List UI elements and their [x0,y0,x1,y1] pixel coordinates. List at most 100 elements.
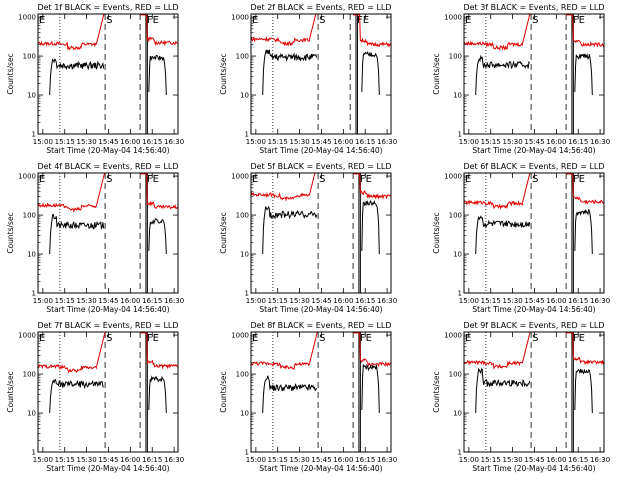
x-tick-label: 15:45 [98,138,118,146]
flare-end-flag-label: FE [357,15,369,26]
x-tick-label: 15:45 [98,297,118,305]
x-tick-label: 16:30 [164,138,184,146]
x-tick-label: 15:00 [246,456,266,464]
y-tick-label: 10 [27,410,36,418]
x-tick-label: 16:00 [120,138,140,146]
y-axis-label: Counts/sec [6,212,15,253]
lld-rate-line [250,172,319,202]
lld-rate-line [37,13,106,51]
axes-frame [463,331,605,453]
panel-title: Det 5f BLACK = Events, RED = LLD [250,162,391,171]
saa-flag-label: S [319,333,325,344]
x-tick-label: 15:30 [290,456,310,464]
saa-flag-label: S [532,174,538,185]
detector-panel-8: Det 8f BLACK = Events, RED = LLD E S FE 1 10 1… [219,321,397,473]
x-tick-label: 15:30 [290,138,310,146]
y-tick-label: 1000 [231,173,249,181]
x-tick-label: 15:00 [459,138,479,146]
x-axis-label: Start Time (20-May-04 14:56:40) [46,305,169,314]
event-rate-line [574,53,593,96]
x-tick-label: 15:45 [524,456,544,464]
y-tick-label: 100 [23,371,36,379]
x-tick-label: 15:30 [503,138,523,146]
x-tick-label: 15:15 [481,456,501,464]
y-tick-label: 1 [245,131,249,139]
axes-frame [463,172,605,294]
y-tick-label: 1 [32,131,36,139]
eclipse-flag-label: E [252,333,258,344]
event-rate-line [574,368,593,414]
detector-panel-3: Det 3f BLACK = Events, RED = LLD E S FE 1 10 1… [432,3,610,155]
lld-rate-line [37,172,106,213]
x-axis-label: Start Time (20-May-04 14:56:40) [472,464,595,473]
x-tick-label: 16:00 [120,297,140,305]
y-tick-label: 1 [458,290,462,298]
event-rate-line [475,367,531,414]
event-rate-line [148,375,167,414]
y-tick-label: 1000 [18,14,36,22]
axes-frame [250,331,392,453]
x-tick-label: 16:15 [142,297,162,305]
y-tick-label: 100 [449,212,462,220]
y-tick-label: 100 [236,371,249,379]
x-tick-label: 16:30 [164,297,184,305]
x-tick-label: 16:30 [377,297,397,305]
x-tick-label: 16:30 [164,456,184,464]
y-tick-label: 100 [236,212,249,220]
x-tick-label: 16:15 [355,456,375,464]
y-axis-label: Counts/sec [219,53,228,94]
panel-title: Det 2f BLACK = Events, RED = LLD [250,3,391,12]
event-rate-line [361,51,380,96]
flare-end-flag-label: FE [360,174,372,185]
y-tick-label: 100 [23,212,36,220]
saa-flag-label: S [106,15,112,26]
x-tick-label: 15:00 [33,138,53,146]
x-tick-label: 16:15 [568,297,588,305]
panel-title: Det 4f BLACK = Events, RED = LLD [37,162,178,171]
event-rate-line [49,378,104,414]
x-tick-label: 16:30 [590,138,610,146]
x-tick-label: 15:45 [311,138,331,146]
lld-rate-line [463,13,532,51]
eclipse-flag-label: E [252,174,258,185]
lld-rate-line [463,172,532,210]
event-rate-line [262,205,318,255]
panel-title: Det 6f BLACK = Events, RED = LLD [463,162,604,171]
y-axis-label: Counts/sec [219,212,228,253]
x-tick-label: 15:30 [77,297,97,305]
x-tick-label: 15:00 [33,297,53,305]
flare-end-flag-label: FE [147,333,159,344]
lld-rate-line [37,331,106,374]
x-axis-label: Start Time (20-May-04 14:56:40) [259,146,382,155]
x-tick-label: 16:00 [333,138,353,146]
x-axis-label: Start Time (20-May-04 14:56:40) [46,464,169,473]
x-tick-label: 16:00 [546,297,566,305]
x-tick-label: 15:45 [311,456,331,464]
lld-rate-line [566,332,605,366]
y-tick-label: 10 [453,410,462,418]
lld-rate-line [463,331,532,370]
x-axis-label: Start Time (20-May-04 14:56:40) [259,464,382,473]
y-axis-label: Counts/sec [219,371,228,412]
event-rate-line [475,54,531,96]
y-axis-label: Counts/sec [432,371,441,412]
event-rate-line [361,199,380,255]
x-tick-label: 16:15 [142,456,162,464]
event-rate-line [49,213,105,255]
x-tick-label: 15:00 [246,297,266,305]
saa-flag-label: S [106,333,112,344]
lld-rate-line [140,14,179,47]
x-tick-label: 15:30 [77,138,97,146]
lld-rate-line [140,332,179,370]
y-tick-label: 1 [458,131,462,139]
eclipse-flag-label: E [252,15,258,26]
y-tick-label: 1000 [444,14,462,22]
x-tick-label: 16:00 [546,456,566,464]
y-tick-label: 1000 [444,332,462,340]
x-tick-label: 15:15 [55,297,75,305]
x-tick-label: 16:30 [377,138,397,146]
y-tick-label: 1 [32,290,36,298]
flare-end-flag-label: FE [147,174,159,185]
x-tick-label: 15:15 [55,456,75,464]
y-tick-label: 10 [453,92,462,100]
